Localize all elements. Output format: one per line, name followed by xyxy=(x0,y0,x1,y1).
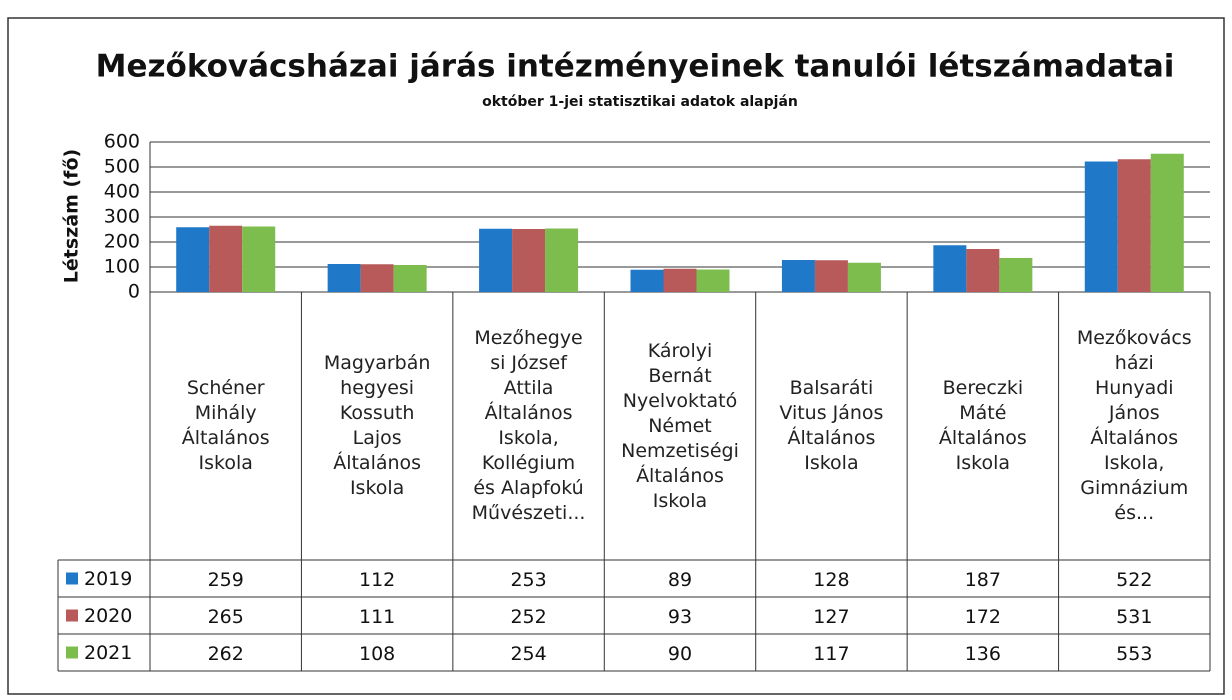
table-value: 112 xyxy=(359,569,395,591)
table-value: 254 xyxy=(510,643,546,665)
bar xyxy=(814,260,848,292)
table-value: 265 xyxy=(208,606,244,628)
y-axis-label: Létszám (fő) xyxy=(61,149,83,283)
table-value: 128 xyxy=(813,569,849,591)
y-tick-label: 0 xyxy=(128,281,140,303)
y-tick-label: 600 xyxy=(104,131,140,153)
table-value: 553 xyxy=(1116,643,1152,665)
bar xyxy=(360,264,394,292)
category-label: Bereczki Máté Általános Iskola xyxy=(938,377,1027,474)
bar xyxy=(1117,159,1151,292)
bar xyxy=(512,229,546,292)
legend-swatch xyxy=(66,572,78,585)
y-tick-label: 400 xyxy=(104,181,140,203)
bar xyxy=(545,228,579,292)
category-label: Balsaráti Vitus János Általános Iskola xyxy=(779,377,884,474)
table-value: 262 xyxy=(208,643,244,665)
table-value: 127 xyxy=(813,606,849,628)
table-value: 108 xyxy=(359,643,395,665)
bar xyxy=(999,258,1033,292)
table-value: 90 xyxy=(668,643,692,665)
y-tick-label: 300 xyxy=(104,206,140,228)
y-tick-label: 200 xyxy=(104,231,140,253)
table-value: 252 xyxy=(510,606,546,628)
y-tick-label: 500 xyxy=(104,156,140,178)
bar xyxy=(696,269,730,292)
legend-swatch xyxy=(66,646,78,659)
chart-subtitle: október 1-jei statisztikai adatok alapjá… xyxy=(482,94,798,110)
legend-label: 2021 xyxy=(84,642,132,664)
bar xyxy=(933,245,967,292)
bar xyxy=(327,264,361,292)
table-value: 531 xyxy=(1116,606,1152,628)
bar xyxy=(176,227,210,292)
table-value: 136 xyxy=(965,643,1001,665)
bar xyxy=(1150,153,1184,292)
frame xyxy=(7,17,1225,695)
bar xyxy=(242,226,276,292)
legend-label: 2020 xyxy=(84,605,132,627)
table-value: 117 xyxy=(813,643,849,665)
bar xyxy=(781,260,815,292)
table-value: 187 xyxy=(965,569,1001,591)
table-value: 253 xyxy=(510,569,546,591)
chart-title: Mezőkovácsházai járás intézményeinek tan… xyxy=(96,49,1175,85)
bar xyxy=(630,269,664,292)
bar xyxy=(663,268,697,292)
legend-swatch xyxy=(66,609,78,622)
legend-label: 2019 xyxy=(84,568,132,590)
table-value: 259 xyxy=(208,569,244,591)
table-value: 172 xyxy=(965,606,1001,628)
bar xyxy=(1084,161,1118,292)
y-tick-label: 100 xyxy=(104,256,140,278)
category-label: Mezőkovács házi Hunyadi János Általános … xyxy=(1076,327,1192,524)
bar xyxy=(393,265,427,292)
category-label: Magyarbán hegyesi Kossuth Lajos Általáno… xyxy=(323,352,431,499)
table-value: 522 xyxy=(1116,569,1152,591)
category-label: Mezőhegye si József Attila Általános Isk… xyxy=(471,327,586,524)
table-value: 93 xyxy=(668,606,692,628)
bar xyxy=(209,225,243,292)
bar xyxy=(479,228,513,292)
category-label: Károlyi Bernát Nyelvoktató Német Nemzeti… xyxy=(621,339,739,512)
bar xyxy=(847,262,881,292)
category-label: Schéner Mihály Általános Iskola xyxy=(181,377,270,474)
bar xyxy=(966,249,1000,292)
table-value: 111 xyxy=(359,606,395,628)
table-value: 89 xyxy=(668,569,692,591)
